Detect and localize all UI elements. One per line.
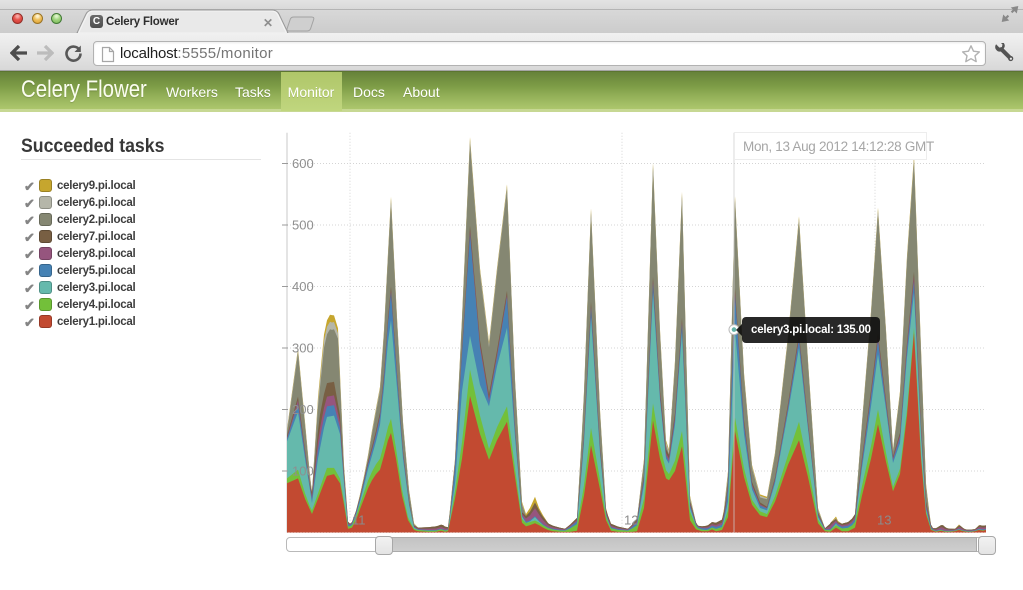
svg-text:600: 600 <box>292 156 314 171</box>
svg-text:200: 200 <box>292 402 314 417</box>
svg-text:400: 400 <box>292 279 314 294</box>
svg-text:11: 11 <box>352 513 366 528</box>
svg-text:300: 300 <box>292 341 314 356</box>
svg-text:12: 12 <box>624 513 638 528</box>
svg-text:100: 100 <box>292 464 314 479</box>
svg-text:500: 500 <box>292 218 314 233</box>
svg-text:13: 13 <box>877 513 891 528</box>
